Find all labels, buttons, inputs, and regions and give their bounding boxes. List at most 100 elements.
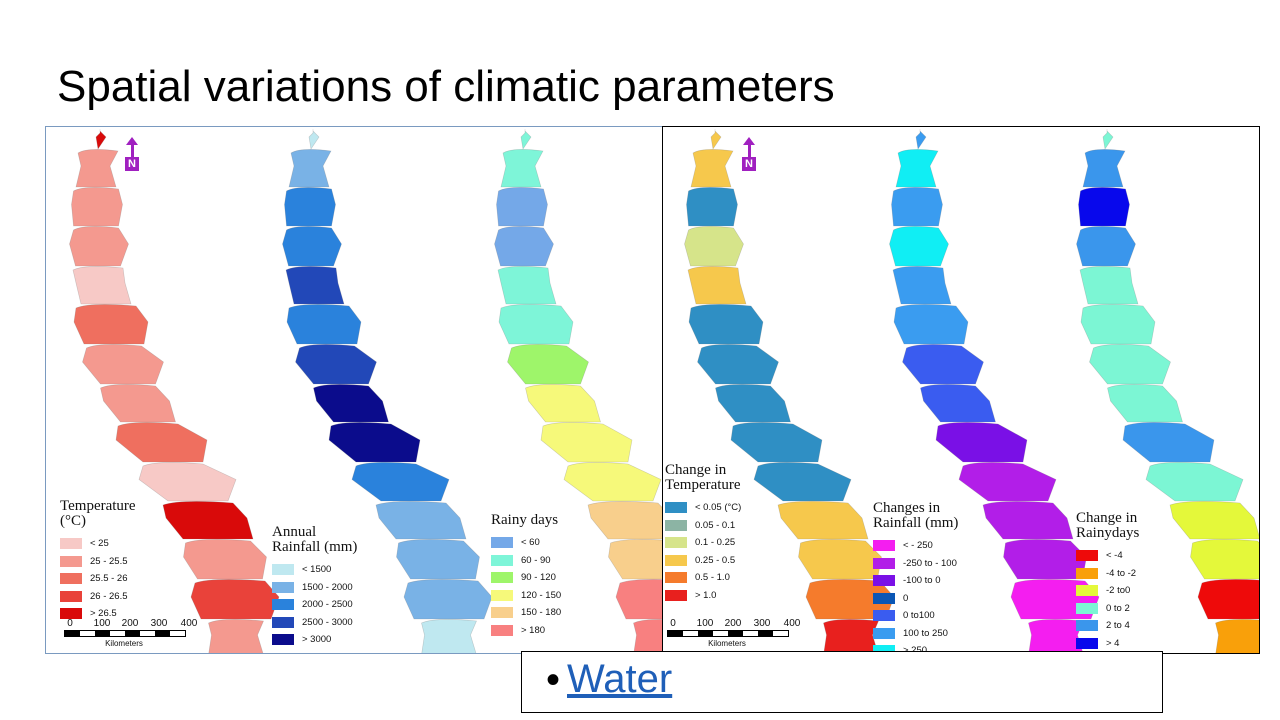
map-district-region xyxy=(805,579,895,620)
legend-item: > 26.5 xyxy=(60,605,136,623)
legend-item: < 0.05 (°C) xyxy=(665,499,741,517)
legend-swatch xyxy=(491,572,513,584)
map-district-region xyxy=(507,344,589,385)
map-district-region xyxy=(1003,539,1087,580)
map-district-region xyxy=(284,187,336,227)
map-district-region xyxy=(540,422,633,463)
scale-tick-label: 0 xyxy=(670,618,676,629)
map-district-region xyxy=(115,422,208,463)
legend-item: < 1500 xyxy=(272,561,357,579)
map-district-region xyxy=(73,304,149,345)
legend-label: > 180 xyxy=(521,624,546,636)
legend-rainy-days: Rainy days < 60 60 - 90 90 - 120 120 - 150 15… xyxy=(491,513,561,639)
map-district-region xyxy=(686,187,738,227)
legend-title: Annual Rainfall (mm) xyxy=(272,524,358,555)
map-district-region xyxy=(935,422,1028,463)
map-district-region xyxy=(958,462,1057,502)
map-district-region xyxy=(687,266,747,305)
legend-label: 150 - 180 xyxy=(521,607,562,619)
legend-label: 120 - 150 xyxy=(521,589,562,601)
legend-label: 0 to 2 xyxy=(1106,602,1130,614)
legend-swatch xyxy=(665,502,687,514)
legend-swatch xyxy=(60,538,82,550)
map-district-region xyxy=(72,266,132,305)
bullet-textbox: • Water xyxy=(521,651,1163,713)
scale-tick-label: 200 xyxy=(121,618,139,629)
map-district-region xyxy=(563,462,662,502)
map-district-region xyxy=(1080,304,1156,345)
map-district-region xyxy=(1190,539,1259,580)
legend-item: 0.1 - 0.25 xyxy=(665,534,741,552)
legend-label: 2000 - 2500 xyxy=(302,599,353,611)
scale-tick-label: 300 xyxy=(150,618,168,629)
legend-swatch xyxy=(1076,637,1098,649)
map-district-region xyxy=(308,129,320,150)
map-district-region xyxy=(688,304,764,345)
map-district-region xyxy=(1102,129,1114,150)
map-district-region xyxy=(684,226,744,267)
legend-item: 100 to 250 xyxy=(873,625,958,643)
legend-swatch xyxy=(1076,567,1098,579)
legend-label: 25.5 - 26 xyxy=(90,573,128,585)
legend-swatch xyxy=(272,599,294,611)
legend-swatch xyxy=(1076,550,1098,562)
legend-label: -4 to -2 xyxy=(1106,567,1137,579)
legend-label: < -4 xyxy=(1106,550,1123,562)
legend-label: 0.25 - 0.5 xyxy=(695,554,736,566)
legend-label: < 25 xyxy=(90,538,109,550)
scale-tick-label: 400 xyxy=(783,618,801,629)
legend-swatch xyxy=(665,519,687,531)
map-district-region xyxy=(823,619,879,653)
legend-swatch xyxy=(491,589,513,601)
legend-swatch xyxy=(491,554,513,566)
map-district-region xyxy=(375,501,467,540)
map-district-region xyxy=(920,384,996,423)
map-district-region xyxy=(69,226,129,267)
legend-label: 0.5 - 1.0 xyxy=(695,572,730,584)
map-district-region xyxy=(520,129,532,150)
legend-label: 90 - 120 xyxy=(521,572,556,584)
legend-item: > 180 xyxy=(491,622,561,640)
scale-bar-left: 0 100 200 300 400 Kilometers xyxy=(64,618,204,648)
water-link[interactable]: Water xyxy=(567,657,673,701)
north-arrow-icon: N xyxy=(123,137,141,173)
legend-swatch xyxy=(665,554,687,566)
scale-tick-label: 0 xyxy=(67,618,73,629)
legend-item: > 1.0 xyxy=(665,587,741,605)
legend-swatch xyxy=(272,564,294,576)
map-district-region xyxy=(396,539,480,580)
legend-swatch xyxy=(491,537,513,549)
legend-swatch xyxy=(272,634,294,646)
map-district-region xyxy=(710,129,722,150)
map-change-rainydays xyxy=(1076,129,1259,653)
map-district-region xyxy=(208,619,264,653)
map-district-region xyxy=(1215,619,1259,653)
legend-label: -250 to - 100 xyxy=(903,557,957,569)
legend-swatch xyxy=(272,616,294,628)
legend-label: 100 to 250 xyxy=(903,627,948,639)
legend-swatch xyxy=(873,592,895,604)
map-district-region xyxy=(889,226,949,267)
legend-swatch xyxy=(272,581,294,593)
change-climate-panel: N Change in Temperature < 0.05 (°C) 0.05 -… xyxy=(662,126,1260,654)
legend-label: 60 - 90 xyxy=(521,554,551,566)
legend-item: 2500 - 3000 xyxy=(272,614,357,632)
legend-item: < -4 xyxy=(1076,547,1139,565)
legend-item: > 250 xyxy=(873,642,958,653)
map-district-region xyxy=(328,422,421,463)
map-district-region xyxy=(902,344,984,385)
change-maps-canvas xyxy=(684,129,1259,653)
legend-item: < 25 xyxy=(60,535,136,553)
north-label: N xyxy=(742,157,756,171)
legend-swatch xyxy=(60,608,82,620)
map-district-region xyxy=(633,619,662,653)
map-district-region xyxy=(1082,149,1126,188)
baseline-climate-panel: N Temperature (°C) < 25 25 - 25.5 25.5 - 26… xyxy=(45,126,663,654)
legend-label: 0 to100 xyxy=(903,610,935,622)
legend-swatch xyxy=(60,555,82,567)
map-district-region xyxy=(608,539,662,580)
legend-swatch xyxy=(873,575,895,587)
scale-tick-label: 300 xyxy=(753,618,771,629)
legend-item: < 60 xyxy=(491,534,561,552)
legend-title: Change in Temperature xyxy=(665,462,741,493)
